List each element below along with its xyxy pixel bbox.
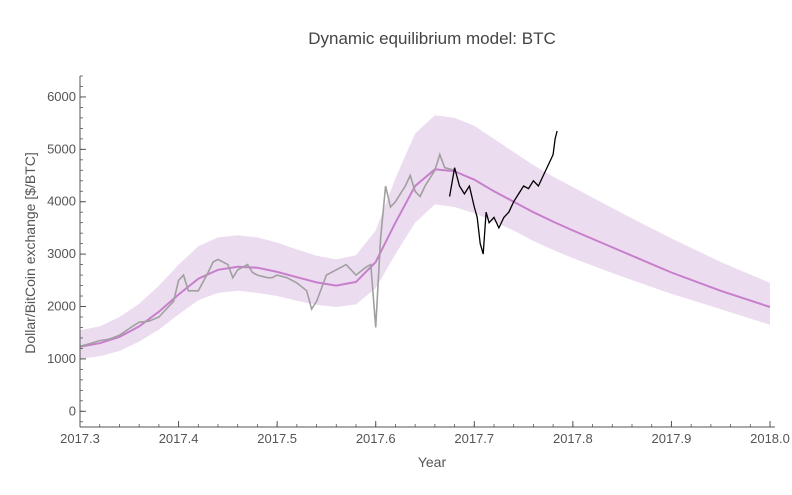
x-tick-label: 2017.9 xyxy=(652,431,692,446)
uncertainty-band xyxy=(80,115,770,359)
x-axis-label: Year xyxy=(418,454,447,470)
chart-title: Dynamic equilibrium model: BTC xyxy=(308,29,556,48)
x-tick-label: 2017.4 xyxy=(159,431,199,446)
recent-price-line xyxy=(448,130,558,255)
x-tick-label: 2018.0 xyxy=(750,431,790,446)
y-tick-label: 6000 xyxy=(47,89,76,104)
y-tick-label: 1000 xyxy=(47,351,76,366)
y-tick-label: 0 xyxy=(69,403,76,418)
y-tick-label: 4000 xyxy=(47,194,76,209)
y-axis-label: Dollar/BitCoin exchange [$/BTC] xyxy=(22,152,38,354)
plot-area xyxy=(79,115,771,359)
y-tick-label: 3000 xyxy=(47,246,76,261)
x-tick-label: 2017.6 xyxy=(356,431,396,446)
x-tick-label: 2017.7 xyxy=(454,431,494,446)
history-price-line xyxy=(79,152,455,348)
y-tick-label: 5000 xyxy=(47,141,76,156)
x-tick-label: 2017.5 xyxy=(257,431,297,446)
x-tick-label: 2017.8 xyxy=(553,431,593,446)
axes: 2017.3 2017.4 2017.5 2017.6 2017.7 2017.8 2017… xyxy=(47,75,790,446)
y-tick-label: 2000 xyxy=(47,299,76,314)
x-tick-label: 2017.3 xyxy=(60,431,100,446)
